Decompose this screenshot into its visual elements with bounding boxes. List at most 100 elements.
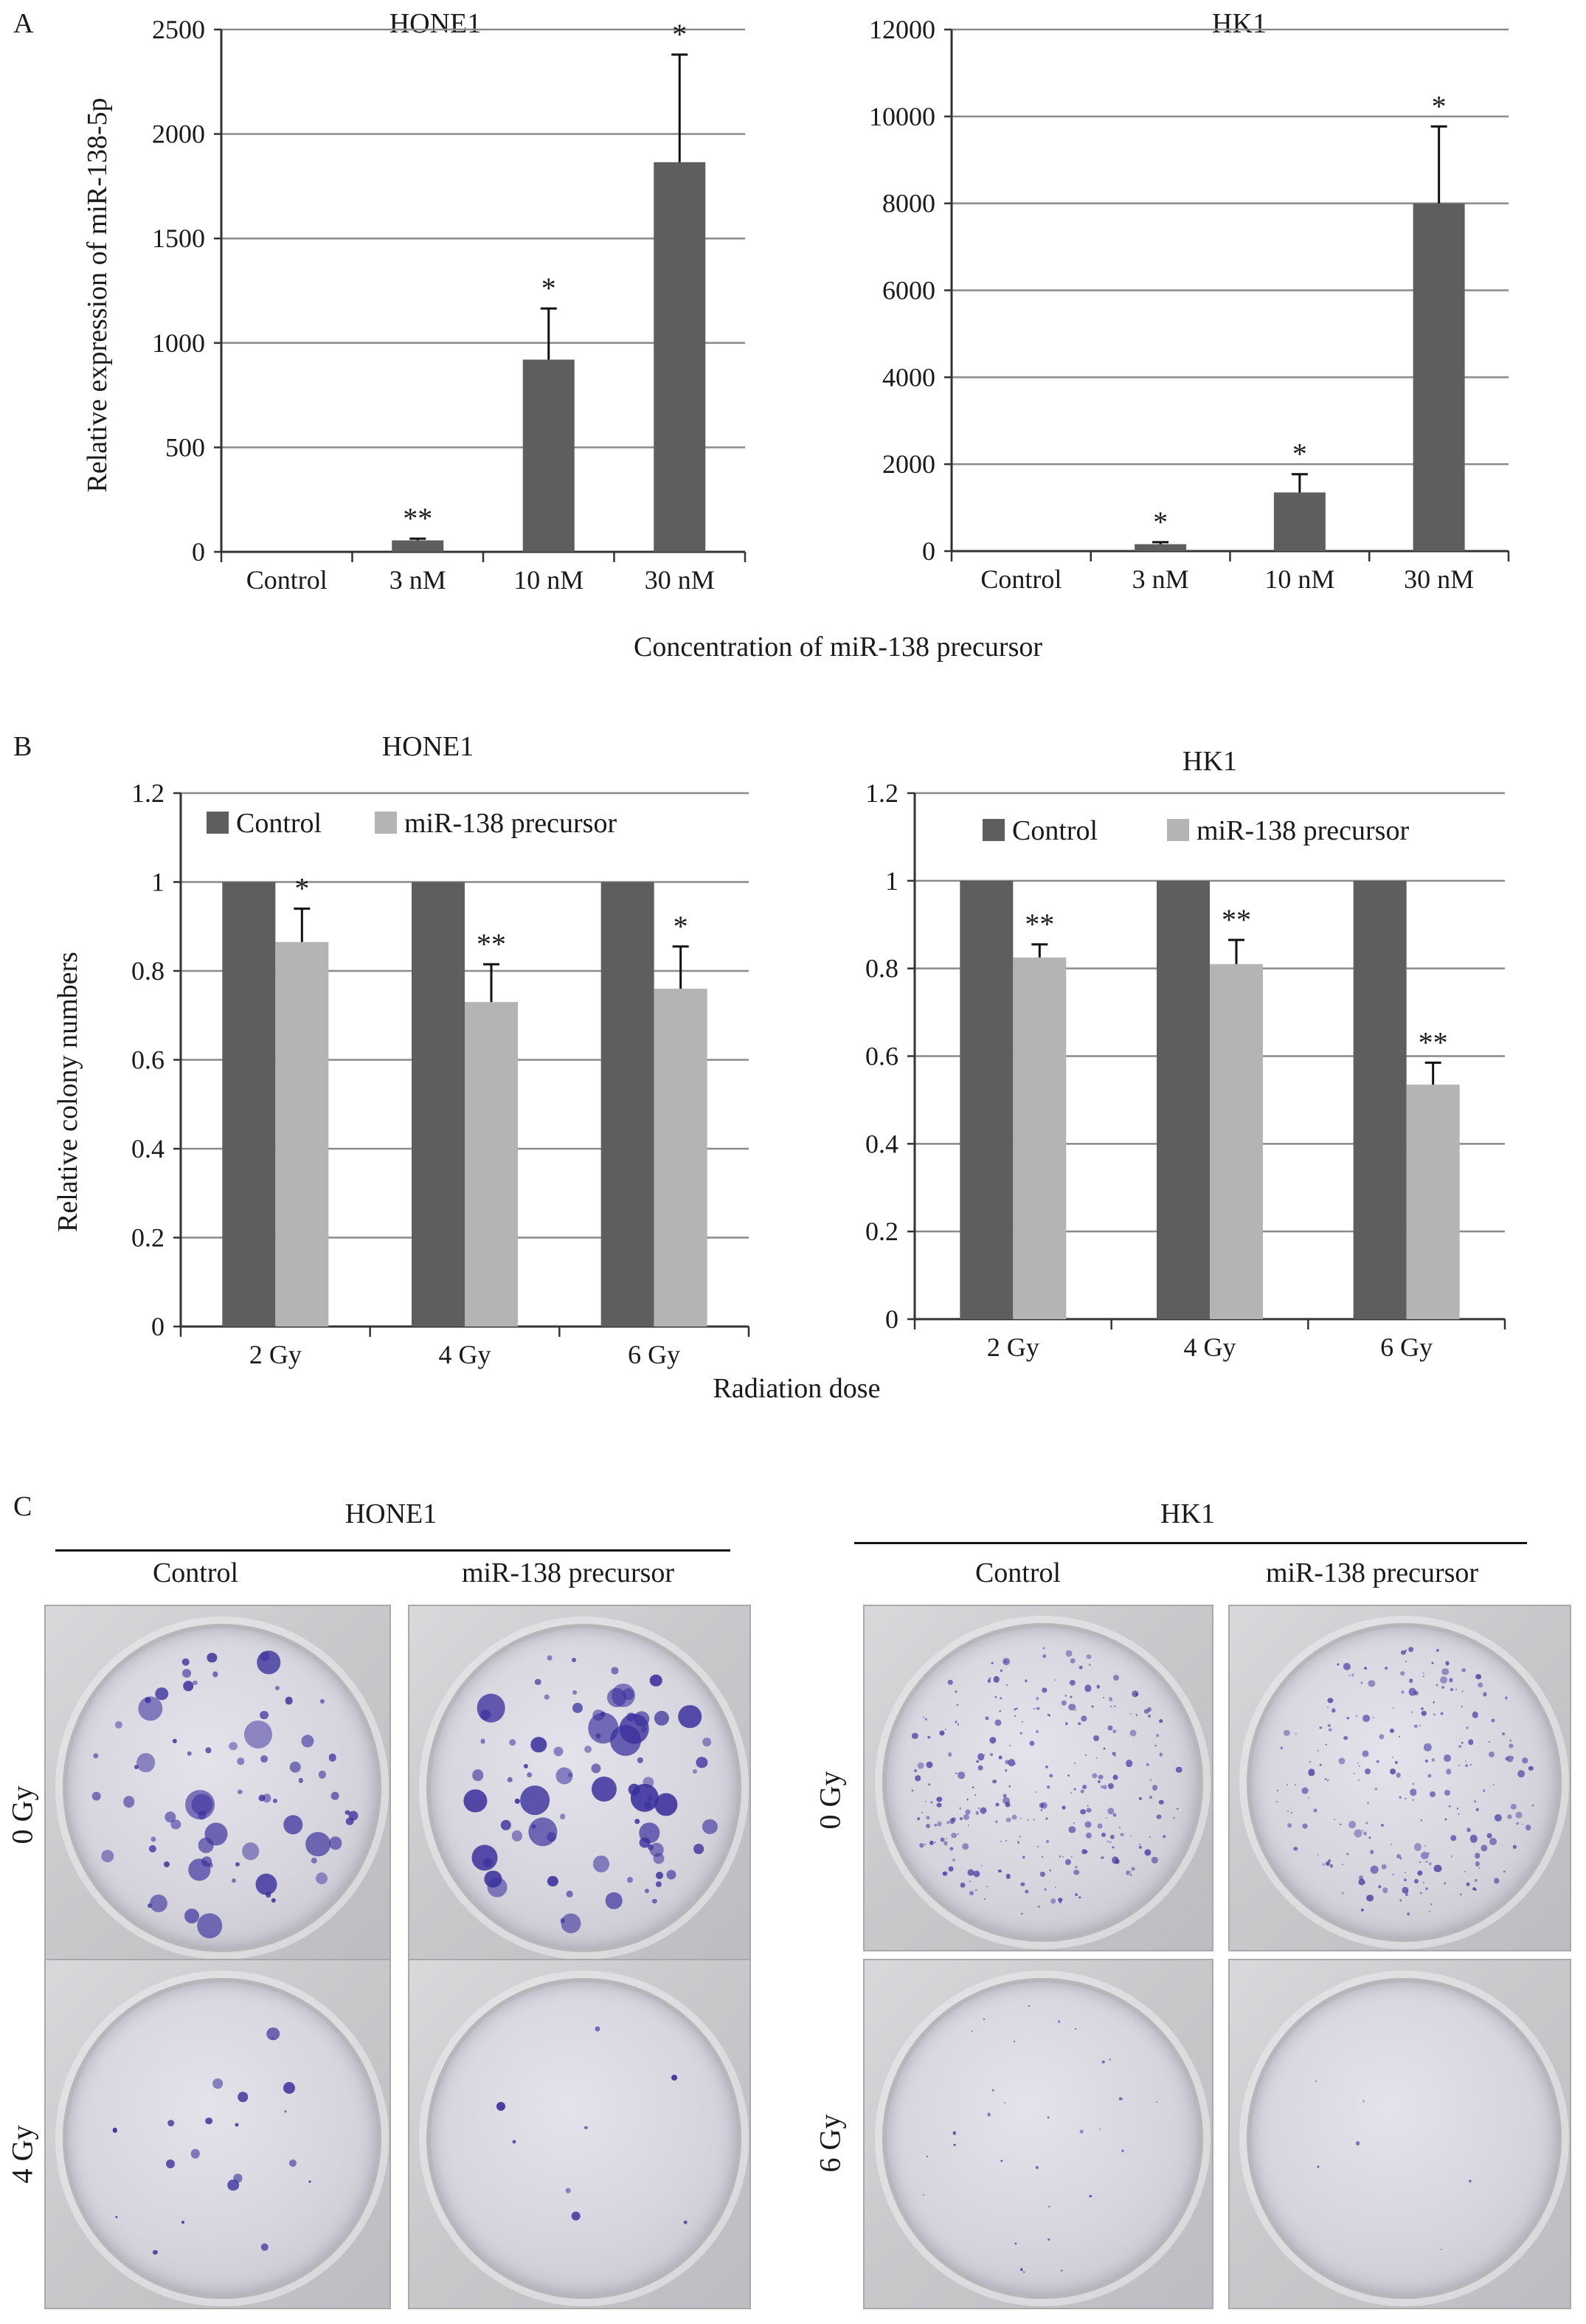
colony — [644, 1888, 649, 1893]
colony — [957, 1723, 959, 1726]
colony — [928, 1783, 931, 1786]
colony — [925, 1800, 927, 1803]
colony — [1000, 1841, 1002, 1843]
colony — [1466, 1726, 1469, 1729]
colony — [1399, 1796, 1402, 1799]
colony — [1528, 1766, 1534, 1771]
colony — [1367, 1802, 1370, 1805]
colony — [1005, 1768, 1008, 1772]
colony — [1394, 1760, 1398, 1765]
chart-title-b-hk1: HK1 — [1182, 746, 1237, 777]
colony — [1293, 1847, 1298, 1851]
colony — [919, 1843, 924, 1848]
significance-marker: * — [1432, 89, 1447, 122]
well — [882, 1623, 1204, 1942]
colony — [170, 1819, 181, 1830]
colony — [235, 1862, 240, 1867]
colony — [1440, 1676, 1448, 1684]
colony — [1125, 1870, 1130, 1875]
colony — [283, 1815, 302, 1834]
colony — [1396, 1854, 1401, 1859]
colony — [1176, 1808, 1179, 1810]
colony — [191, 1794, 213, 1816]
colony — [1477, 1681, 1483, 1688]
colony — [927, 1735, 931, 1739]
colony — [1458, 1813, 1460, 1816]
colony — [1358, 1765, 1361, 1768]
colony — [1404, 1871, 1406, 1873]
colony — [1112, 1856, 1119, 1864]
colony — [308, 2180, 311, 2183]
colony — [1022, 1856, 1025, 1858]
colony — [1503, 1870, 1506, 1873]
colony — [1482, 1789, 1486, 1793]
colony — [1403, 1878, 1407, 1881]
colony — [1121, 2149, 1124, 2153]
colony — [1424, 1743, 1432, 1751]
colony — [1070, 1695, 1073, 1698]
colony — [1433, 1713, 1436, 1715]
colony — [963, 1813, 970, 1820]
colony — [998, 1870, 1002, 1873]
colony — [1074, 2027, 1076, 2030]
colony — [1405, 1798, 1407, 1800]
colony — [1351, 1673, 1354, 1676]
colony — [1113, 1674, 1120, 1681]
colony — [1429, 1791, 1436, 1797]
colony — [1348, 1821, 1356, 1829]
colony — [1002, 1796, 1011, 1805]
y-tick-label: 0.6 — [865, 1042, 898, 1071]
colony — [1449, 1805, 1451, 1808]
colony — [921, 1811, 923, 1814]
panel-c-hk1-row-0gy: 0 Gy — [813, 1771, 847, 1830]
colony — [1378, 1885, 1381, 1889]
colony — [588, 1712, 619, 1743]
colony — [1054, 1679, 1056, 1681]
colony — [1360, 1681, 1363, 1684]
colony — [1475, 1808, 1480, 1811]
colony — [1084, 1684, 1092, 1692]
y-tick-label: 0.2 — [131, 1223, 165, 1253]
colony — [1058, 1898, 1062, 1903]
colony — [1287, 1823, 1292, 1828]
chart-title-a-hk1: HK1 — [1212, 8, 1267, 39]
bar-mir-138-precursor — [465, 1002, 518, 1327]
colony — [1466, 1882, 1470, 1886]
colony — [994, 1719, 1002, 1726]
colony — [242, 1842, 260, 1860]
colony — [1309, 1760, 1311, 1763]
colony — [945, 1729, 947, 1731]
colony — [1506, 1755, 1514, 1763]
colony — [1362, 2100, 1365, 2103]
colony — [1361, 1908, 1365, 1912]
colony — [1492, 1784, 1495, 1786]
colony — [914, 1768, 918, 1772]
bar-value — [522, 359, 575, 552]
colony — [623, 1688, 634, 1700]
bar-mir-138-precursor — [1406, 1085, 1460, 1319]
significance-marker: ** — [403, 502, 432, 535]
colony — [976, 1760, 980, 1763]
colony — [1317, 2165, 1320, 2168]
colony — [1509, 1743, 1513, 1749]
colony — [671, 2074, 678, 2081]
colony — [649, 1674, 662, 1687]
colony — [212, 1671, 218, 1677]
colony — [534, 1678, 541, 1686]
colony — [1328, 1859, 1331, 1862]
colony — [1054, 1886, 1056, 1889]
colony — [1429, 1911, 1431, 1913]
colony — [1421, 1706, 1424, 1710]
colony — [1493, 1878, 1500, 1884]
colony — [1042, 1654, 1047, 1659]
colony — [1445, 1661, 1450, 1665]
colony — [591, 1763, 601, 1774]
colony — [1057, 2020, 1061, 2023]
colony — [92, 1753, 99, 1759]
colony — [987, 1679, 991, 1683]
colony — [509, 1738, 516, 1746]
colony — [231, 1878, 236, 1883]
colony — [328, 1753, 337, 1762]
colony — [977, 1765, 983, 1771]
colony — [942, 1871, 948, 1876]
